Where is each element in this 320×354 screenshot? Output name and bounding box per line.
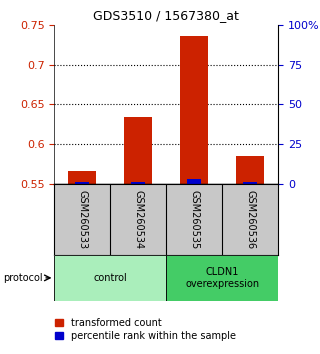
Bar — [132, 182, 145, 184]
Text: protocol: protocol — [3, 273, 43, 283]
Text: GSM260536: GSM260536 — [245, 190, 255, 249]
Text: GSM260535: GSM260535 — [189, 190, 199, 249]
Title: GDS3510 / 1567380_at: GDS3510 / 1567380_at — [93, 9, 239, 22]
Bar — [180, 36, 208, 184]
Text: GSM260534: GSM260534 — [133, 190, 143, 249]
Bar — [54, 255, 166, 301]
Bar — [166, 255, 278, 301]
Text: GSM260533: GSM260533 — [77, 190, 87, 249]
Text: CLDN1
overexpression: CLDN1 overexpression — [185, 267, 260, 289]
Text: control: control — [93, 273, 127, 283]
Bar — [236, 156, 264, 184]
Bar — [188, 178, 201, 184]
Bar — [244, 183, 257, 184]
Bar — [124, 117, 152, 184]
Bar — [76, 182, 89, 184]
Legend: transformed count, percentile rank within the sample: transformed count, percentile rank withi… — [55, 318, 236, 341]
Bar — [68, 171, 96, 184]
